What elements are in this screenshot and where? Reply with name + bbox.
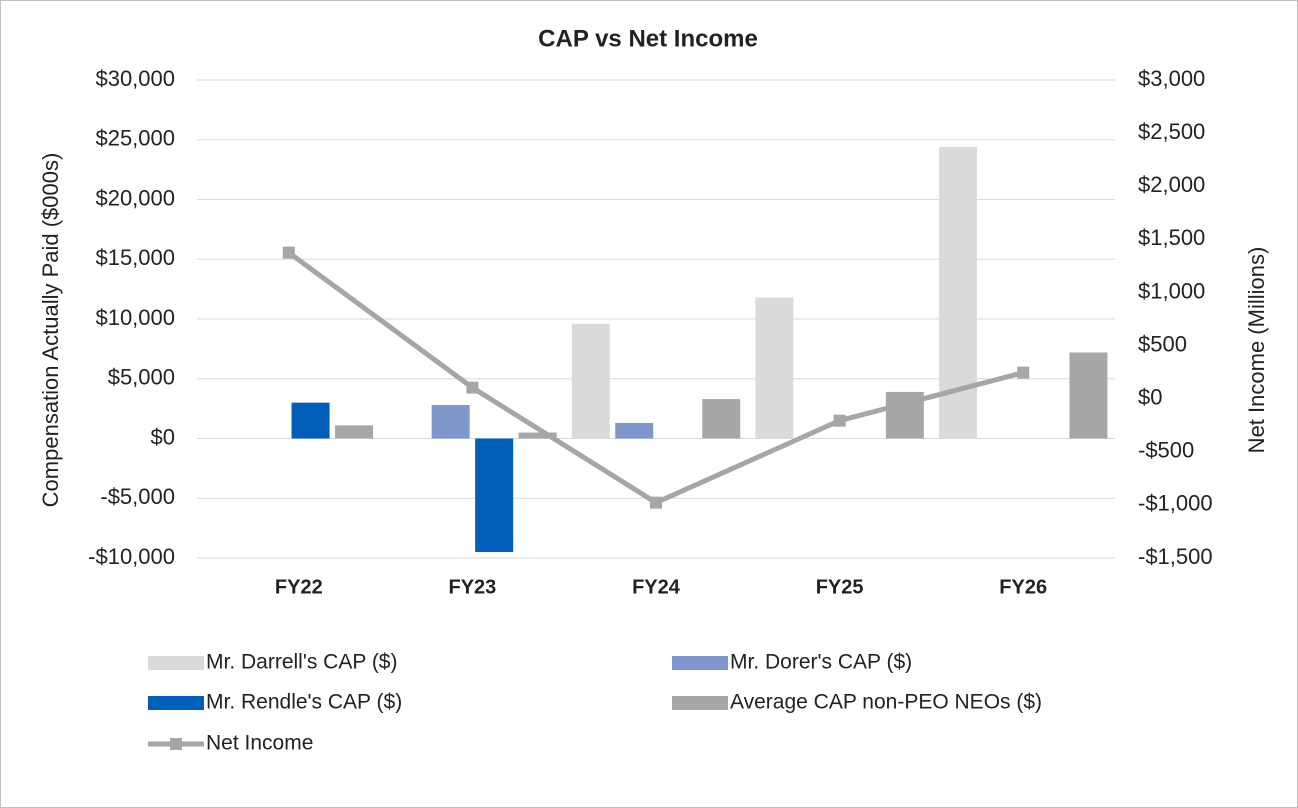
line-marker xyxy=(1017,366,1030,379)
legend-label: Net Income xyxy=(206,732,313,755)
line-marker xyxy=(650,496,662,509)
bar xyxy=(1069,352,1108,439)
y2-tick-label: $2,500 xyxy=(1138,119,1205,144)
bar xyxy=(518,432,557,439)
legend-swatch xyxy=(672,696,728,710)
line-marker xyxy=(466,381,479,394)
bar xyxy=(571,323,610,439)
y2-tick-label: -$1,500 xyxy=(1138,544,1213,569)
x-tick-label: FY23 xyxy=(448,576,496,598)
y2-tick-label: $3,000 xyxy=(1138,66,1205,91)
y-tick-label: -$10,000 xyxy=(88,544,175,569)
y-tick-label: -$5,000 xyxy=(100,484,175,509)
line-marker xyxy=(833,414,846,427)
bar xyxy=(335,425,374,439)
x-tick-label: FY24 xyxy=(632,576,681,598)
y-tick-label: $30,000 xyxy=(95,66,175,91)
y2-tick-label: -$1,000 xyxy=(1138,491,1213,516)
legend-label: Average CAP non-PEO NEOs ($) xyxy=(730,691,1042,714)
bar xyxy=(755,297,794,439)
y2-tick-label: $2,000 xyxy=(1138,172,1205,197)
y2-tick-label: $1,500 xyxy=(1138,225,1205,250)
y-tick-label: $10,000 xyxy=(95,305,175,330)
y-axis-label: Compensation Actually Paid ($000s) xyxy=(38,153,63,508)
bar xyxy=(431,405,470,439)
legend-label: Mr. Rendle's CAP ($) xyxy=(206,691,402,714)
bar xyxy=(615,422,654,439)
y-tick-label: $20,000 xyxy=(95,185,175,210)
legend-swatch xyxy=(148,696,204,710)
x-tick-label: FY25 xyxy=(816,576,864,598)
x-tick-label: FY26 xyxy=(999,576,1047,598)
y-tick-label: $5,000 xyxy=(108,365,175,390)
legend-swatch xyxy=(672,656,728,670)
y2-tick-label: $0 xyxy=(1138,384,1162,409)
y-tick-label: $0 xyxy=(151,424,175,449)
chart-title: CAP vs Net Income xyxy=(538,25,758,52)
x-tick-label: FY22 xyxy=(275,576,323,598)
bar xyxy=(475,438,514,553)
y2-tick-label: $500 xyxy=(1138,331,1187,356)
legend-label: Mr. Darrell's CAP ($) xyxy=(206,651,397,674)
y-tick-label: $25,000 xyxy=(95,126,175,151)
y2-axis-label: Net Income (Millions) xyxy=(1244,247,1269,454)
legend-swatch xyxy=(170,738,182,750)
legend-swatch xyxy=(148,656,204,670)
y2-tick-label: $1,000 xyxy=(1138,278,1205,303)
bar xyxy=(291,402,330,439)
y-tick-label: $15,000 xyxy=(95,245,175,270)
y2-tick-label: -$500 xyxy=(1138,438,1194,463)
line-marker xyxy=(282,246,295,259)
legend-label: Mr. Dorer's CAP ($) xyxy=(730,651,912,674)
bar xyxy=(702,399,741,439)
